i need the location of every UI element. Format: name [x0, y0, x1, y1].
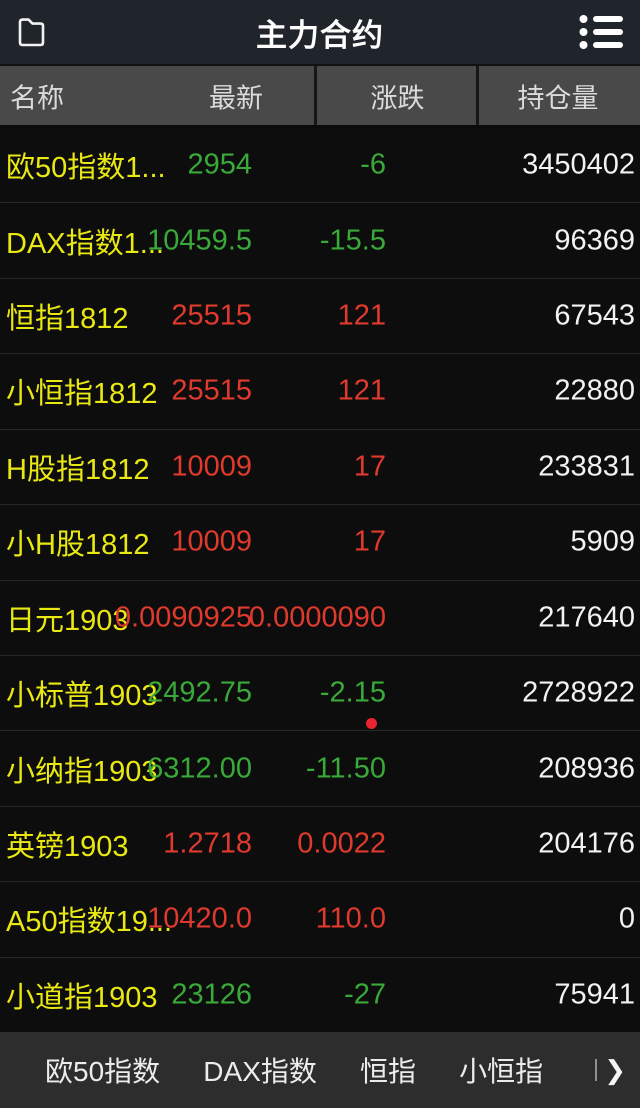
- price-change: -6: [360, 148, 386, 181]
- open-interest: 208936: [538, 752, 635, 785]
- table-row[interactable]: 英镑1903 1.2718 0.0022 204176: [0, 807, 640, 883]
- table-row[interactable]: 日元1903 0.0090925 0.0000090 217640: [0, 581, 640, 656]
- price-change: 0.0000090: [248, 601, 386, 634]
- contract-name: 小标普1903: [6, 680, 158, 713]
- table-row[interactable]: 小标普1903 2492.75 -2.15 2728922: [0, 656, 640, 732]
- open-interest: 217640: [538, 601, 635, 634]
- table-row[interactable]: 恒指1812 25515 121 67543: [0, 279, 640, 355]
- open-interest: 5909: [570, 525, 635, 558]
- contract-name: 恒指1812: [6, 303, 129, 336]
- last-price: 2492.75: [147, 676, 252, 709]
- last-price: 25515: [171, 299, 252, 332]
- last-price: 10459.5: [147, 224, 252, 257]
- last-price: 25515: [171, 374, 252, 407]
- contract-name: A50指数19...: [6, 906, 173, 939]
- page-title: 主力合约: [256, 17, 384, 53]
- table-row[interactable]: 小纳指1903 6312.00 -11.50 208936: [0, 731, 640, 807]
- table-row[interactable]: DAX指数1... 10459.5 -15.5 96369: [0, 203, 640, 279]
- navbar: 主力合约: [0, 0, 640, 64]
- table-row[interactable]: 小道指1903 23126 -27 75941: [0, 958, 640, 1032]
- header-divider: [476, 66, 479, 125]
- last-price: 0.0090925: [114, 601, 252, 634]
- bottom-tab-bar: 欧50指数 DAX指数 恒指 小恒指 ❯: [0, 1032, 640, 1108]
- price-change: 0.0022: [297, 827, 386, 860]
- contract-name: 小H股1812: [6, 529, 150, 562]
- price-change: 110.0: [315, 902, 386, 935]
- alert-dot-icon: [366, 718, 377, 730]
- last-price: 10009: [171, 450, 252, 483]
- last-price: 2954: [187, 148, 252, 181]
- price-change: -27: [344, 978, 386, 1011]
- open-interest: 96369: [554, 224, 635, 257]
- price-change: 17: [353, 525, 386, 558]
- contract-name: 日元1903: [6, 604, 129, 637]
- price-change: 121: [337, 374, 386, 407]
- column-header-last[interactable]: 最新: [209, 83, 263, 113]
- open-interest: 22880: [554, 374, 635, 407]
- last-price: 10420.0: [147, 902, 252, 935]
- list-menu-icon[interactable]: [578, 12, 624, 52]
- table-row[interactable]: H股指1812 10009 17 233831: [0, 430, 640, 506]
- bottom-tab[interactable]: 恒指: [360, 1056, 417, 1087]
- column-header-open-interest[interactable]: 持仓量: [517, 83, 599, 113]
- tab-divider: [595, 1059, 598, 1081]
- contract-name: DAX指数1...: [6, 227, 164, 260]
- last-price: 1.2718: [163, 827, 252, 860]
- tab-list: 欧50指数 DAX指数 恒指 小恒指: [45, 1050, 543, 1090]
- table-header: 名称 最新 涨跌 持仓量: [0, 64, 640, 128]
- price-change: -2.15: [319, 676, 386, 709]
- contract-name: 小道指1903: [6, 981, 158, 1014]
- contract-name: 欧50指数1...: [6, 152, 166, 185]
- price-change: -15.5: [319, 224, 386, 257]
- open-interest: 0: [618, 902, 635, 935]
- column-header-change[interactable]: 涨跌: [370, 83, 425, 113]
- bottom-tab[interactable]: DAX指数: [203, 1056, 317, 1087]
- open-interest: 233831: [538, 450, 635, 483]
- more-tabs-button[interactable]: ❯: [595, 1057, 626, 1083]
- last-price: 6312.00: [147, 752, 252, 785]
- open-interest: 204176: [538, 827, 635, 860]
- contract-name: 小纳指1903: [6, 755, 158, 788]
- header-divider: [314, 66, 317, 125]
- folder-icon[interactable]: [16, 16, 47, 48]
- table-row[interactable]: 欧50指数1... 2954 -6 3450402: [0, 128, 640, 204]
- last-price: 10009: [171, 525, 252, 558]
- table-row[interactable]: 小H股1812 10009 17 5909: [0, 505, 640, 581]
- bottom-tab[interactable]: 小恒指: [459, 1056, 544, 1087]
- contract-name: 小恒指1812: [6, 378, 158, 411]
- open-interest: 3450402: [522, 148, 635, 181]
- price-change: -11.50: [305, 752, 386, 785]
- bottom-tab[interactable]: 欧50指数: [45, 1056, 161, 1087]
- contract-name: H股指1812: [6, 453, 150, 486]
- column-header-name[interactable]: 名称: [10, 83, 64, 113]
- price-change: 17: [353, 450, 386, 483]
- table-row[interactable]: 小恒指1812 25515 121 22880: [0, 354, 640, 430]
- open-interest: 2728922: [522, 676, 635, 709]
- contract-name: 英镑1903: [6, 831, 129, 863]
- chevron-right-icon: ❯: [604, 1055, 626, 1085]
- open-interest: 67543: [554, 299, 635, 332]
- table-row[interactable]: A50指数19... 10420.0 110.0 0: [0, 882, 640, 958]
- price-change: 121: [337, 299, 386, 332]
- quote-table: 欧50指数1... 2954 -6 3450402 DAX指数1... 1045…: [0, 128, 640, 1032]
- open-interest: 75941: [554, 978, 635, 1011]
- last-price: 23126: [171, 978, 252, 1011]
